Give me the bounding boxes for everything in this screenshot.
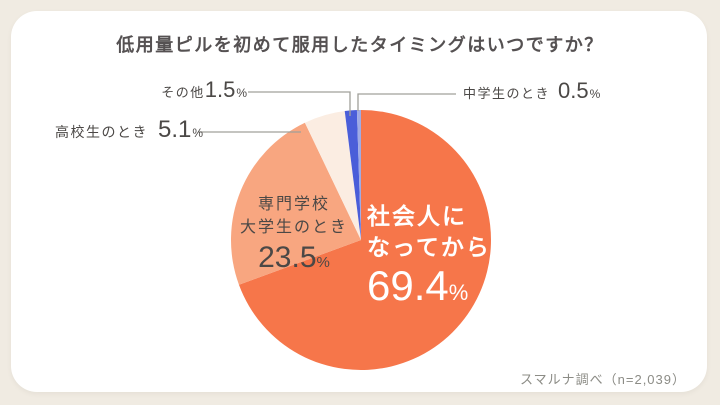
label-working-adult-line2: なってから <box>367 234 491 260</box>
chart-title: 低用量ピルを初めて服用したタイミングはいつですか？ <box>116 35 604 55</box>
label-high-school-text: 高校生のとき <box>55 124 148 140</box>
label-other-text: その他 <box>161 85 205 100</box>
label-university-line2: 大学生のとき <box>239 219 348 236</box>
leader-line-middle-school <box>357 93 456 111</box>
label-high-school: 高校生のとき 5.1% <box>55 116 203 144</box>
label-working-adult-unit: % <box>448 280 469 305</box>
pie-slices <box>230 109 491 370</box>
label-university-value: 23.5 <box>258 241 317 274</box>
label-other: その他 1.5% <box>161 77 247 103</box>
label-middle-school: 中学生のとき 0.5% <box>463 78 600 104</box>
label-other-unit: % <box>236 86 247 100</box>
leader-line-other <box>248 91 351 116</box>
label-university-line1: 専門学校 <box>257 196 330 213</box>
label-university-unit: % <box>316 254 330 271</box>
label-high-school-value: 5.1 <box>158 116 192 143</box>
label-middle-school-text: 中学生のとき <box>463 86 551 101</box>
label-working-adult-value: 69.4 <box>367 262 449 309</box>
label-middle-school-value: 0.5 <box>558 78 589 103</box>
pie-slice-kokosei <box>304 111 361 240</box>
label-other-value: 1.5 <box>204 77 236 102</box>
pie-slice-sonota <box>344 110 361 240</box>
source-note: スマルナ調べ（n=2,039） <box>520 372 686 387</box>
label-middle-school-unit: % <box>589 87 601 101</box>
pie-slice-chugakusei <box>356 109 361 240</box>
label-working-adult-line1: 社会人に <box>367 203 467 229</box>
pie-slice-senmon <box>230 122 361 285</box>
label-high-school-unit: % <box>192 126 204 140</box>
pie-slice-shakaijin <box>238 110 491 370</box>
label-working-adult: 社会人に なってから 69.4% <box>367 201 491 316</box>
label-university: 専門学校 大学生のとき 23.5% <box>238 193 350 280</box>
